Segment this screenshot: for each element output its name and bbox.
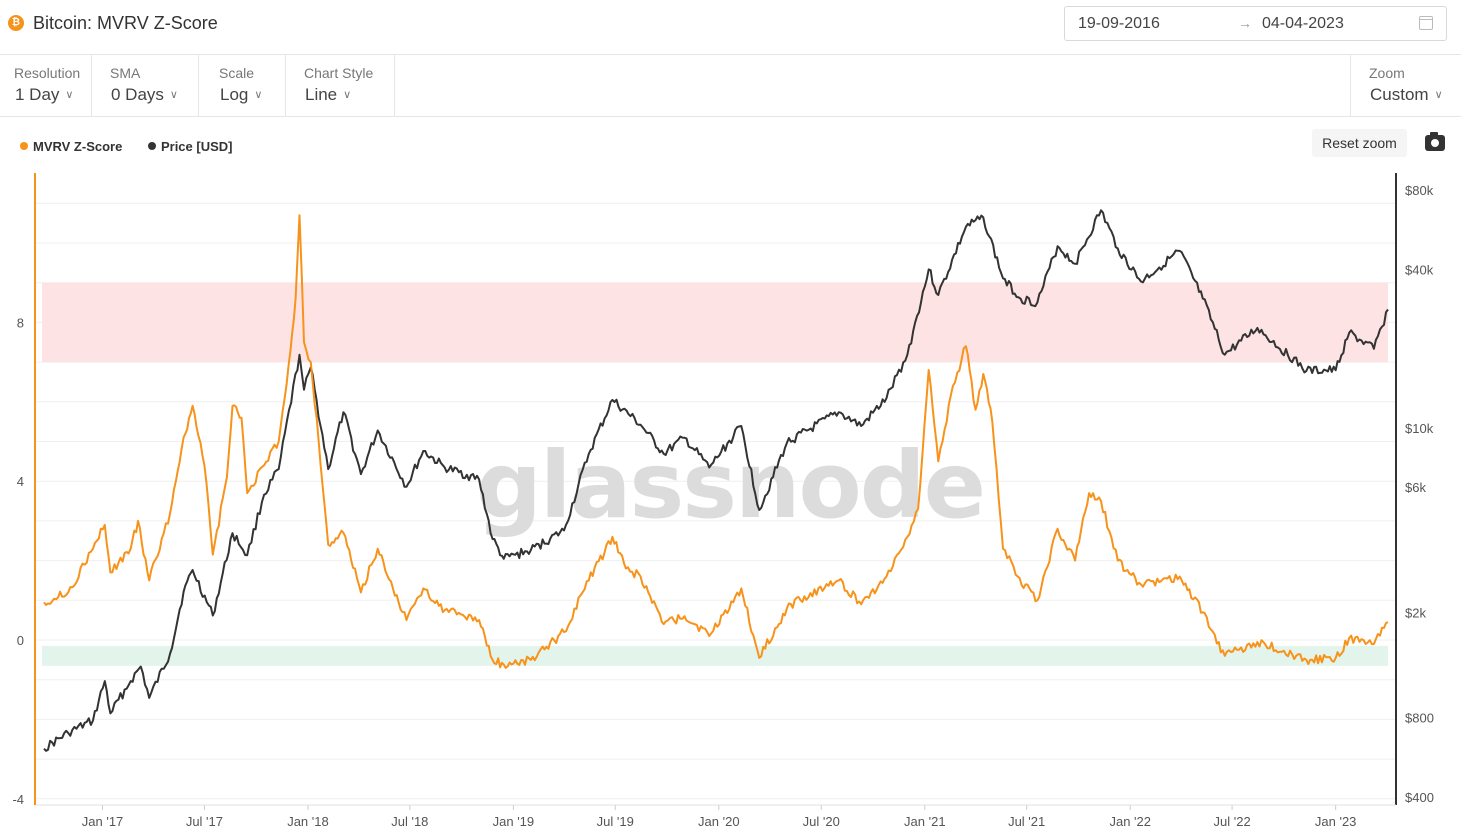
legend-item-price[interactable]: Price [USD] xyxy=(147,139,233,154)
page-title: Bitcoin: MVRV Z-Score xyxy=(33,13,218,33)
chevron-down-icon: ∨ xyxy=(65,89,74,101)
y-right-tick-label: $40k xyxy=(1405,262,1434,277)
x-tick-label: Jan '21 xyxy=(904,814,946,829)
x-tick-label: Jan '18 xyxy=(287,814,329,829)
watermark-text: glassnode xyxy=(476,432,984,539)
date-range-picker[interactable]: 19-09-2016 → 04-04-2023 xyxy=(1064,6,1447,41)
y-right-tick-label: $6k xyxy=(1405,480,1426,495)
x-tick-label: Jul '20 xyxy=(803,814,840,829)
zoom-select[interactable]: Zoom Custom ∨ xyxy=(1350,55,1461,117)
x-tick-label: Jul '18 xyxy=(391,814,428,829)
sma-label: SMA xyxy=(110,65,141,81)
chart-style-value: Line xyxy=(305,85,338,104)
legend-dot-icon xyxy=(147,142,156,150)
chart-legend: MVRV Z-Score Price [USD] xyxy=(20,139,255,154)
y-left-tick-label: 8 xyxy=(17,315,24,330)
sma-select[interactable]: SMA 0 Days ∨ xyxy=(92,55,199,117)
scale-select[interactable]: Scale Log ∨ xyxy=(199,55,286,117)
x-tick-label: Jan '22 xyxy=(1109,814,1151,829)
y-left-tick-label: 0 xyxy=(17,633,24,648)
x-tick-label: Jan '20 xyxy=(698,814,740,829)
chevron-down-icon: ∨ xyxy=(1434,89,1443,101)
scale-value: Log xyxy=(220,85,249,104)
chart-band-overvalued xyxy=(42,282,1388,363)
x-tick-label: Jan '23 xyxy=(1315,814,1357,829)
y-right-tick-label: $800 xyxy=(1405,711,1434,726)
legend-label-mvrv: MVRV Z-Score xyxy=(33,139,123,154)
y-left-tick-label: 4 xyxy=(17,474,24,489)
legend-dot-icon xyxy=(20,142,28,150)
date-to-input[interactable]: 04-04-2023 xyxy=(1262,15,1344,32)
calendar-icon[interactable] xyxy=(1419,16,1433,30)
y-right-tick-label: $10k xyxy=(1405,421,1434,436)
chart-controls: Resolution 1 Day ∨ SMA 0 Days ∨ Scale Log ∨… xyxy=(0,55,1461,117)
zoom-label: Zoom xyxy=(1369,65,1405,81)
date-from-input[interactable]: 19-09-2016 xyxy=(1078,15,1160,32)
y-right-tick-label: $80k xyxy=(1405,183,1434,198)
chart-style-label: Chart Style xyxy=(304,65,374,81)
y-right-tick-label: $400 xyxy=(1405,790,1434,805)
x-tick-label: Jul '22 xyxy=(1214,814,1251,829)
camera-icon[interactable] xyxy=(1425,132,1445,151)
date-range-arrow: → xyxy=(1238,15,1252,31)
x-tick-label: Jan '19 xyxy=(493,814,535,829)
chart-canvas: glassnode -4 0 4 8 $400 $800 $2k $6k $10k $40k $80k… xyxy=(12,173,1434,829)
legend-label-price: Price [USD] xyxy=(160,139,233,154)
resolution-value: 1 Day xyxy=(15,85,60,104)
chevron-down-icon: ∨ xyxy=(343,89,352,101)
y-right-tick-label: $2k xyxy=(1405,606,1426,621)
reset-zoom-button[interactable]: Reset zoom xyxy=(1312,129,1407,157)
series-line-price xyxy=(43,209,1389,752)
zoom-value: Custom xyxy=(1370,85,1429,104)
resolution-label: Resolution xyxy=(14,65,81,81)
chart-style-select[interactable]: Chart Style Line ∨ xyxy=(286,55,395,117)
chart-band-undervalued xyxy=(42,645,1388,666)
y-left-tick-label: -4 xyxy=(12,792,24,807)
resolution-select[interactable]: Resolution 1 Day ∨ xyxy=(0,55,92,117)
chevron-down-icon: ∨ xyxy=(254,89,263,101)
sma-value: 0 Days xyxy=(111,85,164,104)
legend-item-mvrv[interactable]: MVRV Z-Score xyxy=(20,139,122,154)
series-line-mvrv xyxy=(43,214,1389,669)
x-tick-label: Jul '21 xyxy=(1008,814,1045,829)
scale-label: Scale xyxy=(219,65,255,81)
header-bar: ₿ Bitcoin: MVRV Z-Score 19-09-2016 → 04-… xyxy=(0,0,1461,55)
x-tick-label: Jul '17 xyxy=(186,814,223,829)
bitcoin-icon: ₿ xyxy=(8,15,24,31)
x-tick-label: Jan '17 xyxy=(82,814,124,829)
x-tick-label: Jul '19 xyxy=(597,814,634,829)
chevron-down-icon: ∨ xyxy=(169,89,178,101)
